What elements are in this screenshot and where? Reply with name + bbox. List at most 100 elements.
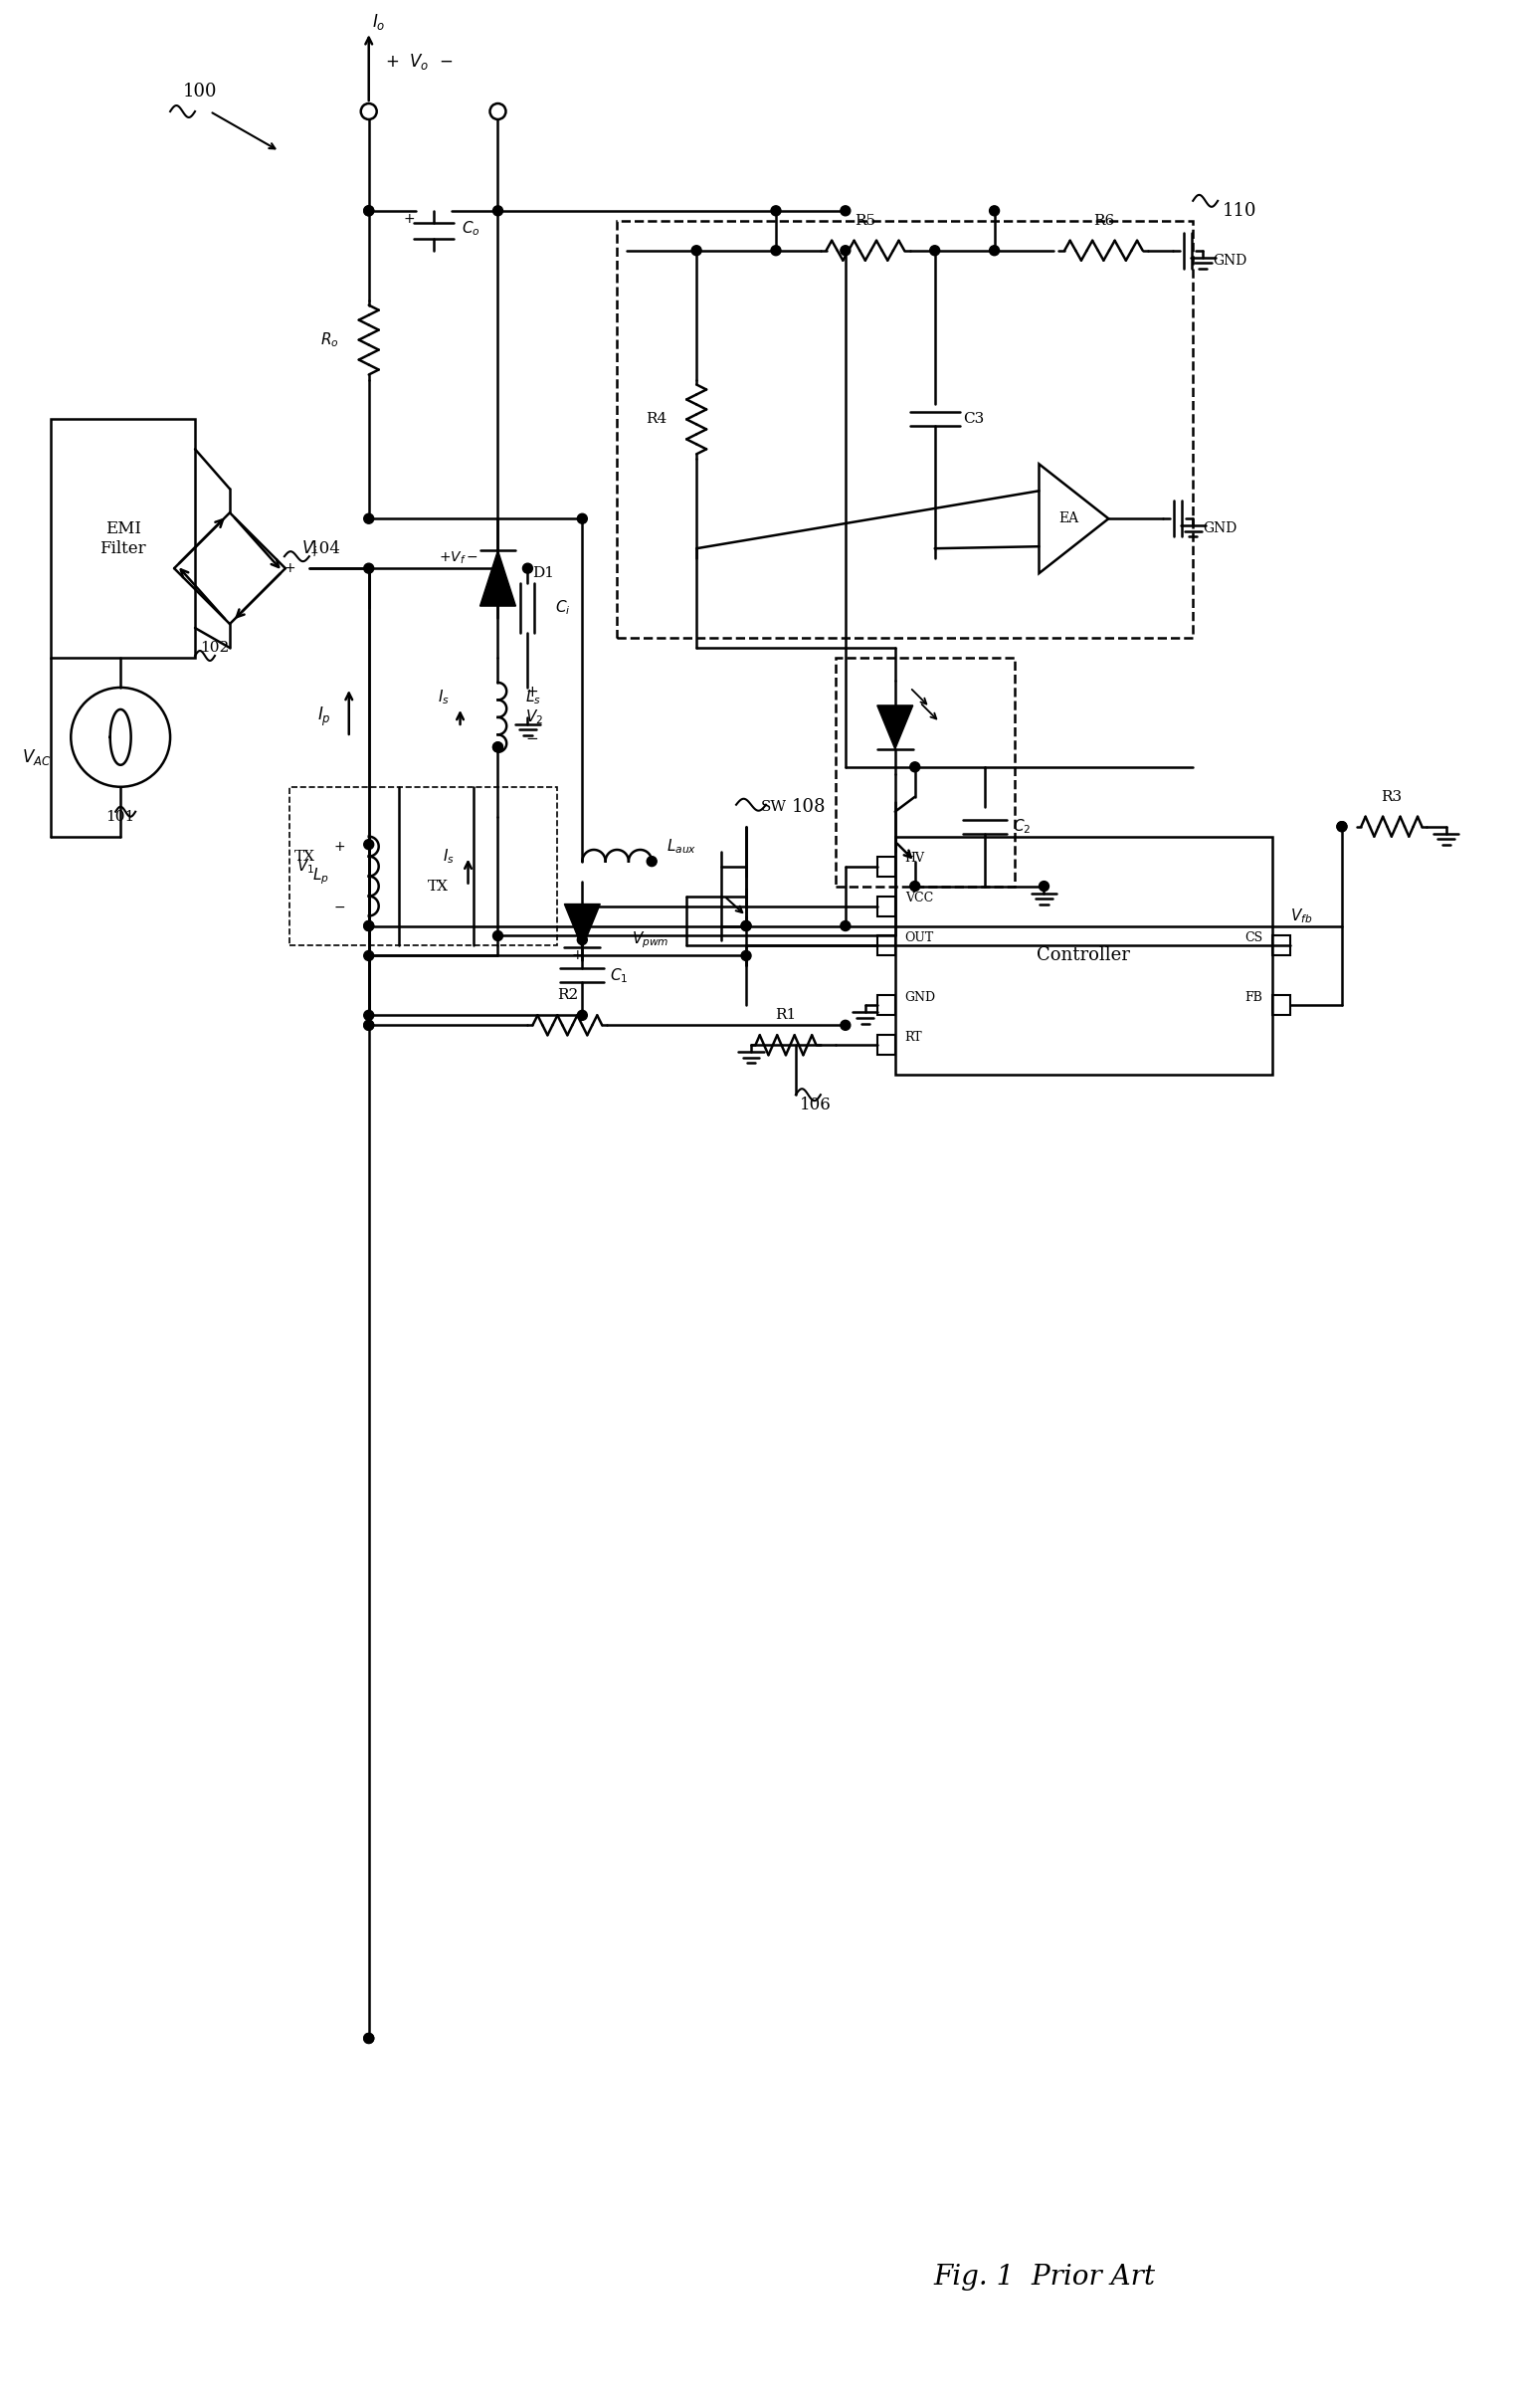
Circle shape: [493, 932, 503, 942]
Text: TX: TX: [429, 879, 448, 893]
Bar: [618, 222, 1193, 638]
Text: $+V_f-$: $+V_f-$: [438, 551, 477, 566]
Text: $+$  $V_o$  $-$: $+$ $V_o$ $-$: [384, 53, 453, 72]
Text: OUT: OUT: [904, 932, 935, 944]
Circle shape: [364, 513, 374, 523]
Text: $I_p$: $I_p$: [317, 706, 331, 730]
Text: 101: 101: [107, 809, 136, 824]
Text: GND: GND: [1212, 253, 1247, 267]
Text: $L_{aux}$: $L_{aux}$: [666, 838, 697, 855]
Text: R4: R4: [645, 412, 666, 426]
Circle shape: [578, 513, 587, 523]
Polygon shape: [480, 551, 515, 607]
Text: 102: 102: [200, 641, 229, 655]
Text: TX: TX: [294, 850, 316, 864]
Circle shape: [364, 951, 374, 961]
Text: RT: RT: [904, 1031, 923, 1043]
Text: $+$: $+$: [526, 686, 538, 698]
Bar: [877, 896, 895, 915]
Text: $V_i$: $V_i$: [300, 539, 317, 559]
Circle shape: [691, 246, 702, 255]
Text: 110: 110: [1223, 202, 1257, 219]
Text: $C_i$: $C_i$: [555, 600, 570, 616]
Bar: [877, 995, 895, 1016]
Text: $V_2$: $V_2$: [526, 708, 544, 727]
Circle shape: [493, 742, 503, 751]
Circle shape: [523, 563, 532, 573]
Text: 108: 108: [791, 797, 825, 816]
Circle shape: [364, 2032, 374, 2044]
Bar: [1272, 995, 1290, 1016]
Circle shape: [578, 934, 587, 944]
Text: C3: C3: [962, 412, 984, 426]
Text: R2: R2: [557, 987, 578, 1002]
Bar: [50, 419, 195, 657]
Text: $I_s$: $I_s$: [442, 848, 454, 864]
Circle shape: [840, 246, 851, 255]
Circle shape: [364, 563, 374, 573]
Text: 100: 100: [183, 82, 217, 101]
Circle shape: [1337, 821, 1347, 831]
Text: $-$: $-$: [332, 898, 345, 913]
Text: HV: HV: [904, 852, 924, 864]
Circle shape: [741, 951, 752, 961]
Bar: [877, 1035, 895, 1055]
Circle shape: [364, 2032, 374, 2044]
Circle shape: [772, 246, 781, 255]
Text: EMI
Filter: EMI Filter: [99, 520, 146, 556]
Circle shape: [364, 1021, 374, 1031]
Text: GND: GND: [1203, 523, 1237, 535]
Text: $R_o$: $R_o$: [320, 330, 339, 349]
Text: $L_p$: $L_p$: [313, 867, 329, 886]
Bar: [836, 657, 1014, 886]
Circle shape: [840, 1021, 851, 1031]
Bar: [895, 836, 1272, 1074]
Circle shape: [990, 205, 999, 217]
Circle shape: [364, 205, 374, 217]
Text: $V_{AC}$: $V_{AC}$: [21, 746, 50, 768]
Circle shape: [364, 920, 374, 932]
Text: R5: R5: [856, 214, 875, 229]
Circle shape: [364, 920, 374, 932]
Circle shape: [1337, 821, 1347, 831]
Text: SW: SW: [761, 799, 787, 814]
Bar: [290, 787, 558, 946]
Text: Controller: Controller: [1037, 946, 1130, 966]
Circle shape: [364, 1021, 374, 1031]
Text: GND: GND: [904, 992, 936, 1004]
Text: $+$: $+$: [284, 561, 296, 576]
Text: FB: FB: [1244, 992, 1263, 1004]
Text: $V_{pwm}$: $V_{pwm}$: [631, 929, 669, 951]
Bar: [1272, 937, 1290, 956]
Bar: [877, 937, 895, 956]
Circle shape: [990, 246, 999, 255]
Circle shape: [493, 742, 503, 751]
Circle shape: [364, 1011, 374, 1021]
Text: EA: EA: [1058, 513, 1078, 525]
Text: R6: R6: [1093, 214, 1115, 229]
Circle shape: [930, 246, 939, 255]
Circle shape: [493, 205, 503, 217]
Text: VCC: VCC: [904, 891, 933, 905]
Bar: [877, 857, 895, 877]
Text: $+$: $+$: [572, 949, 584, 963]
Text: $V_{fb}$: $V_{fb}$: [1290, 908, 1311, 925]
Circle shape: [741, 920, 752, 932]
Circle shape: [490, 104, 506, 120]
Text: $C_2$: $C_2$: [1013, 816, 1031, 836]
Text: $C_o$: $C_o$: [461, 219, 480, 238]
Circle shape: [1039, 881, 1049, 891]
Circle shape: [647, 857, 657, 867]
Text: $C_1$: $C_1$: [610, 966, 628, 985]
Circle shape: [364, 205, 374, 217]
Circle shape: [364, 840, 374, 850]
Text: D1: D1: [532, 566, 555, 580]
Text: R3: R3: [1382, 790, 1401, 804]
Text: 104: 104: [310, 539, 342, 556]
Circle shape: [772, 205, 781, 217]
Circle shape: [910, 881, 920, 891]
Text: 106: 106: [799, 1096, 831, 1112]
Circle shape: [840, 205, 851, 217]
Circle shape: [361, 104, 377, 120]
Polygon shape: [564, 903, 601, 949]
